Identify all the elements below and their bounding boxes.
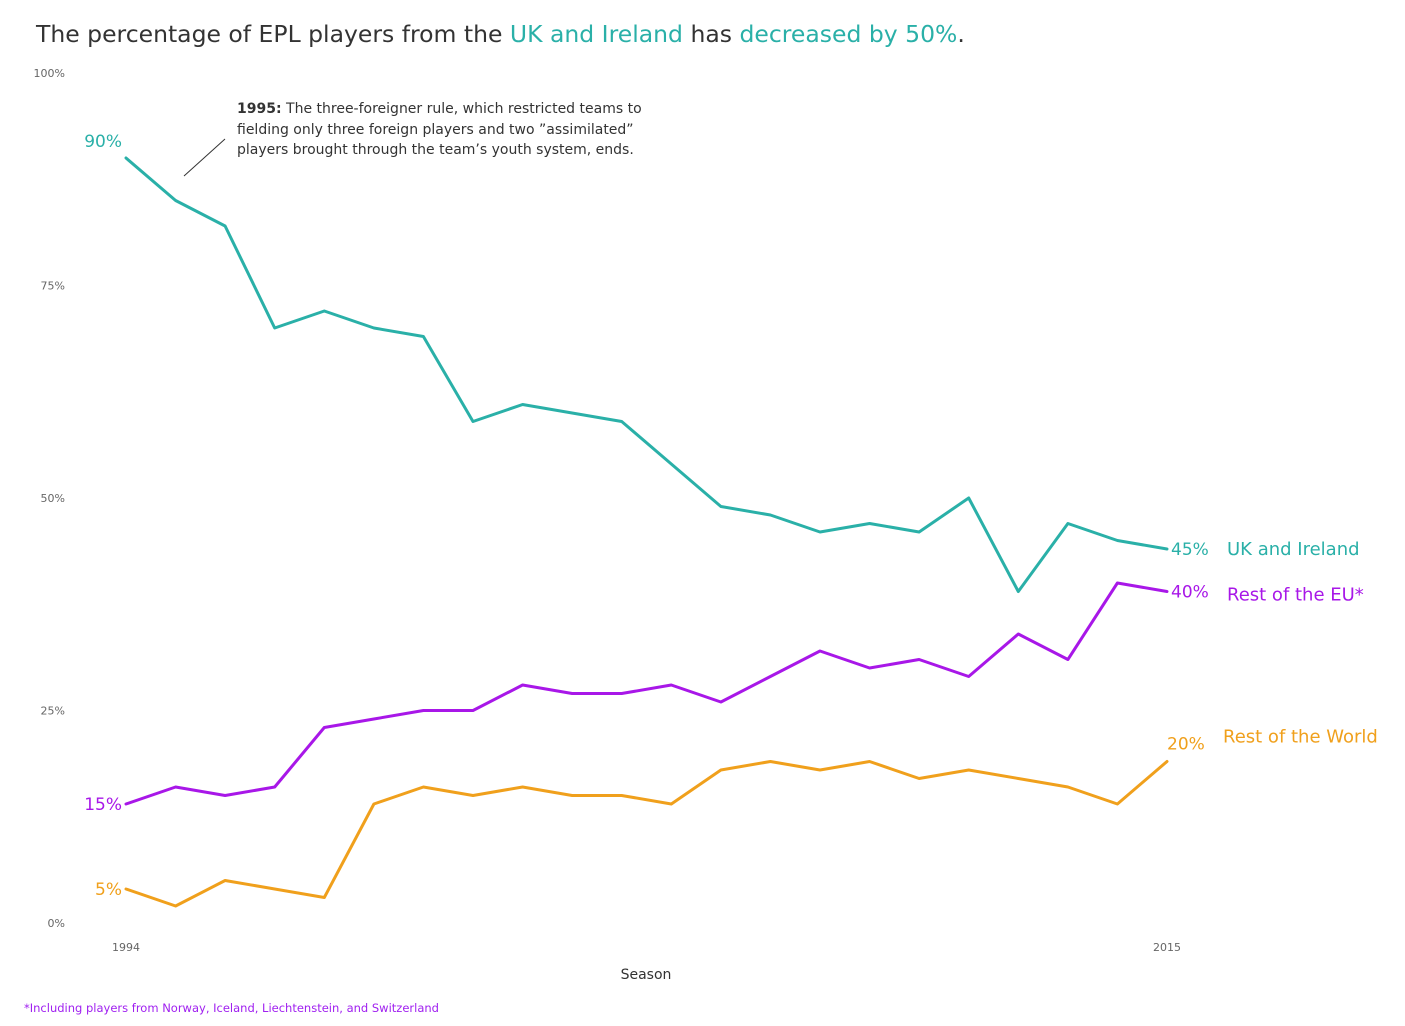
start-value-label: 5% <box>95 880 122 900</box>
series-name-label: UK and Ireland <box>1227 539 1360 560</box>
y-tick-label: 0% <box>48 917 65 930</box>
x-axis-title: Season <box>621 967 672 983</box>
title-part-2: has <box>682 20 740 48</box>
annotation-text: The three-foreigner rule, which restrict… <box>237 101 642 158</box>
y-axis-ticks: 0% 25% 50% 75% 100% <box>34 67 65 930</box>
series-line-rest-of-the-world <box>124 760 1169 908</box>
series-name-label: Rest of the World <box>1223 727 1378 748</box>
footnote: *Including players from Norway, Iceland,… <box>24 1001 439 1015</box>
series-line-uk-and-ireland <box>124 156 1169 593</box>
series-uk-and-ireland: 90% 45% UK and Ireland <box>84 132 1360 593</box>
x-axis-ticks: 1994 2015 <box>112 941 1181 954</box>
start-value-label: 15% <box>84 795 122 815</box>
x-tick-label: 1994 <box>112 941 140 954</box>
annotation-leader-line <box>183 138 226 177</box>
end-value-label: 20% <box>1167 735 1205 755</box>
start-value-label: 90% <box>84 132 122 152</box>
series-rest-of-the-world: 5% 20% Rest of the World <box>95 727 1378 908</box>
x-tick-label: 2015 <box>1153 941 1181 954</box>
end-value-label: 45% <box>1171 540 1209 560</box>
title-highlight-uk-ireland: UK and Ireland <box>509 20 683 48</box>
annotation-1995: 1995: The three-foreigner rule, which re… <box>237 99 647 161</box>
series-line-rest-of-the-eu <box>124 581 1169 806</box>
y-tick-label: 25% <box>41 705 65 718</box>
series-layer: 90% 45% UK and Ireland 15% 40% Rest of the EU… <box>84 132 1378 908</box>
y-tick-label: 75% <box>41 280 65 293</box>
annotation-year: 1995: <box>237 101 282 117</box>
y-tick-label: 100% <box>34 67 65 80</box>
chart-title: The percentage of EPL players from the U… <box>36 20 965 48</box>
title-highlight-decrease: decreased by 50% <box>739 20 958 48</box>
series-rest-of-the-eu: 15% 40% Rest of the EU* <box>84 581 1364 815</box>
y-tick-label: 50% <box>41 492 65 505</box>
end-value-label: 40% <box>1171 583 1209 603</box>
title-part-1: The percentage of EPL players from the <box>36 20 510 48</box>
title-part-3: . <box>957 20 965 48</box>
series-name-label: Rest of the EU* <box>1227 585 1364 606</box>
